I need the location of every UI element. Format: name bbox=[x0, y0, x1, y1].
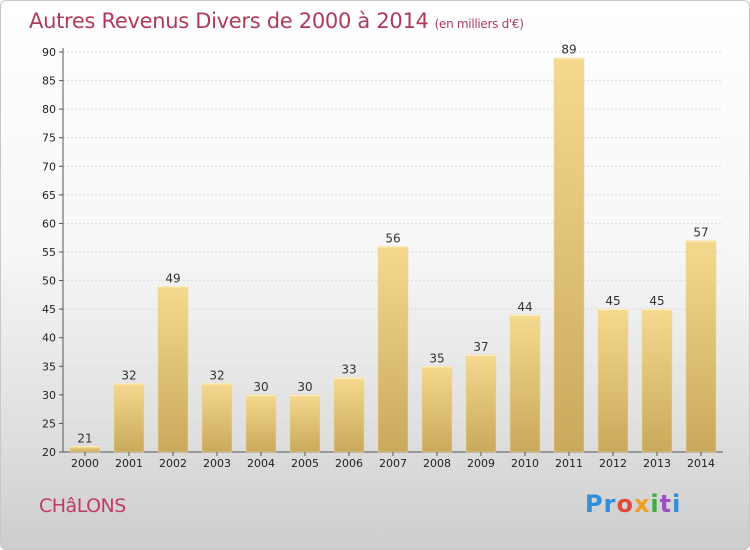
x-tick-label: 2010 bbox=[511, 457, 539, 470]
y-tick-label: 65 bbox=[42, 189, 56, 202]
y-tick-label: 20 bbox=[42, 446, 56, 459]
x-tick-label: 2014 bbox=[687, 457, 715, 470]
x-tick-label: 2013 bbox=[643, 457, 671, 470]
bar-value-label: 30 bbox=[253, 380, 268, 394]
x-tick-label: 2011 bbox=[555, 457, 583, 470]
bar-value-label: 32 bbox=[121, 368, 136, 382]
bar-value-label: 45 bbox=[649, 294, 664, 308]
bar bbox=[289, 394, 321, 453]
bar bbox=[553, 57, 585, 453]
y-tick-label: 50 bbox=[42, 275, 56, 288]
bar bbox=[597, 308, 629, 453]
bar-value-label: 44 bbox=[517, 300, 532, 314]
bar bbox=[201, 383, 233, 453]
bar bbox=[113, 383, 145, 453]
bar bbox=[333, 377, 365, 453]
x-tick-label: 2004 bbox=[247, 457, 275, 470]
bar-value-label: 30 bbox=[297, 380, 312, 394]
bar-value-label: 56 bbox=[385, 231, 400, 245]
bar-value-label: 57 bbox=[693, 226, 708, 240]
bar-value-label: 33 bbox=[341, 363, 356, 377]
bar bbox=[421, 366, 453, 453]
bar-value-label: 49 bbox=[165, 271, 180, 285]
x-tick-label: 2006 bbox=[335, 457, 363, 470]
y-tick-label: 90 bbox=[42, 46, 56, 59]
x-tick-label: 2001 bbox=[115, 457, 143, 470]
bar-value-label: 35 bbox=[429, 351, 444, 365]
y-tick-label: 55 bbox=[42, 246, 56, 259]
x-tick-label: 2000 bbox=[71, 457, 99, 470]
bar-value-label: 89 bbox=[561, 43, 576, 57]
bar bbox=[245, 394, 277, 453]
y-tick-label: 45 bbox=[42, 303, 56, 316]
bar bbox=[157, 286, 189, 453]
y-tick-label: 40 bbox=[42, 332, 56, 345]
y-tick-label: 75 bbox=[42, 132, 56, 145]
chart-title: Autres Revenus Divers de 2000 à 2014 (en … bbox=[29, 9, 524, 33]
x-tick-label: 2002 bbox=[159, 457, 187, 470]
x-tick-label: 2008 bbox=[423, 457, 451, 470]
x-tick-label: 2009 bbox=[467, 457, 495, 470]
bar-value-label: 45 bbox=[605, 294, 620, 308]
y-tick-label: 25 bbox=[42, 417, 56, 430]
x-tick-label: 2003 bbox=[203, 457, 231, 470]
bar bbox=[641, 308, 673, 453]
x-tick-label: 2005 bbox=[291, 457, 319, 470]
proxiti-logo: Proxiti bbox=[585, 490, 682, 518]
y-tick-label: 30 bbox=[42, 389, 56, 402]
y-tick-label: 85 bbox=[42, 75, 56, 88]
bar bbox=[465, 354, 497, 453]
bar bbox=[509, 314, 541, 453]
y-tick-label: 70 bbox=[42, 160, 56, 173]
chart-subtitle: (en milliers d'€) bbox=[434, 17, 524, 31]
city-name: CHâLONS bbox=[39, 495, 126, 517]
x-tick-label: 2007 bbox=[379, 457, 407, 470]
y-tick-label: 35 bbox=[42, 360, 56, 373]
bar-value-label: 37 bbox=[473, 340, 488, 354]
bar-value-label: 21 bbox=[77, 431, 92, 445]
y-tick-label: 80 bbox=[42, 103, 56, 116]
x-tick-label: 2012 bbox=[599, 457, 627, 470]
y-tick-label: 60 bbox=[42, 217, 56, 230]
bar bbox=[685, 240, 717, 453]
bar bbox=[377, 246, 409, 453]
bar-value-label: 32 bbox=[209, 368, 224, 382]
